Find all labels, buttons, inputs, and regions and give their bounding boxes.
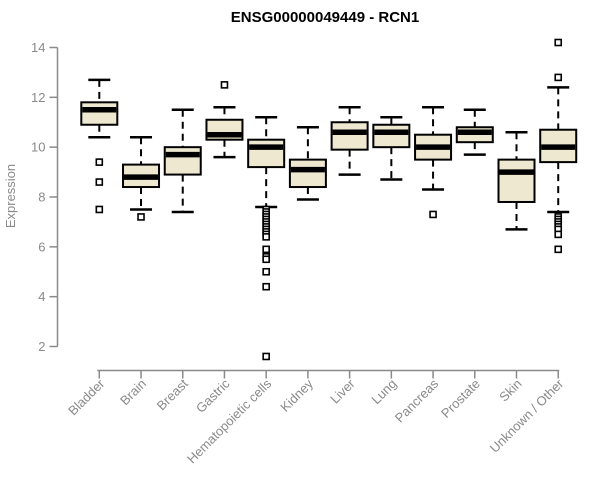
outlier-hematopoietic-cells [262,245,270,254]
outlier-bladder [95,205,104,214]
box-bladder [80,101,119,126]
x-tick-label-liver: Liver [327,376,358,407]
x-tick-label-gastric: Gastric [193,376,233,416]
y-tick-label: 12 [31,90,45,105]
box-lung [372,123,411,149]
outlier-bladder [95,158,104,166]
outlier-unknown-other [554,245,563,254]
box-skin [497,158,536,203]
x-tick-label-brain: Brain [117,376,149,408]
outlier-gastric [220,81,229,89]
y-axis-label: Expression [3,164,18,228]
y-tick-label: 6 [38,239,45,254]
box-liver [330,121,369,151]
x-tick-label-skin: Skin [496,376,524,404]
outlier-unknown-other [554,73,563,82]
x-tick-label-prostate: Prostate [438,376,483,421]
x-tick-label-bladder: Bladder [65,376,108,419]
x-tick-label-unknown-other: Unknown / Other [487,376,567,456]
x-tick-label-lung: Lung [368,376,399,407]
outlier-hematopoietic-cells [262,352,270,361]
outlier-hematopoietic-cells [262,255,270,264]
x-tick-label-kidney: Kidney [277,376,316,415]
y-tick-label: 14 [31,40,45,55]
y-tick-label: 10 [31,140,45,155]
y-tick-label: 2 [38,339,45,354]
x-tick-label-pancreas: Pancreas [392,376,442,426]
outlier-unknown-other [554,38,563,47]
outlier-hematopoietic-cells [262,282,270,291]
outlier-pancreas [429,210,437,219]
outlier-unknown-other [554,230,563,239]
box-hematopoietic-cells [247,138,286,169]
y-tick-label: 8 [38,190,45,205]
box-breast [163,146,202,176]
outlier-hematopoietic-cells [262,267,270,276]
outlier-hematopoietic-cells [262,233,270,241]
outlier-brain [137,213,145,221]
x-tick-label-breast: Breast [154,376,191,413]
box-kidney [288,158,327,189]
chart-title: ENSG00000049449 - RCN1 [231,9,419,26]
y-tick-label: 4 [38,289,45,304]
outlier-bladder [95,178,104,186]
